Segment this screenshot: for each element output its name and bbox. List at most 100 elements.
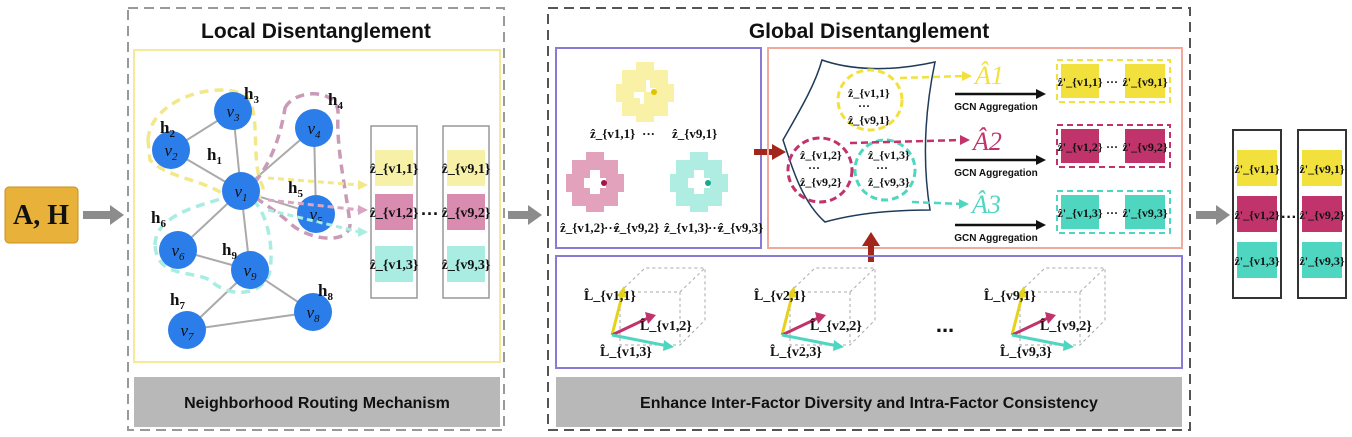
local-panel — [127, 7, 505, 431]
gcn-label-1: GCN Aggregation — [954, 102, 1038, 113]
graph-region — [133, 49, 501, 363]
final-dots: ··· — [1281, 209, 1297, 226]
out1-dots: ··· — [1106, 75, 1118, 89]
adjacency-links — [849, 74, 966, 206]
routing-arrows — [267, 176, 361, 234]
final-vectors-left — [1232, 129, 1282, 299]
final-l3: ẑ'_{v1,3} — [1234, 254, 1279, 268]
laplacian-dots: ... — [936, 312, 954, 337]
lap3-l1: L̂_{v9,1} — [984, 287, 1037, 304]
adjacency-1: Â1 — [973, 61, 1004, 90]
lap1-l1: L̂_{v1,1} — [584, 287, 637, 304]
node-v6: v6 — [159, 231, 197, 269]
cluster1-b: ẑ_{v9,1} — [672, 126, 717, 141]
out2-a: ẑ'_{v1,2} — [1057, 140, 1102, 154]
graph-edges — [170, 110, 317, 331]
global-footer: Enhance Inter-Factor Diversity and Intra… — [640, 395, 1098, 412]
node-v4: v4 — [295, 109, 333, 147]
local-vec-r1: ẑ_{v9,1} — [442, 162, 491, 177]
manifold1-b: ẑ_{v9,1} — [848, 113, 890, 127]
local-title: Local Disentanglement — [201, 20, 431, 43]
manifold3-b: ẑ_{v9,3} — [868, 175, 910, 189]
local-vec-r3: ẑ_{v9,3} — [442, 258, 491, 273]
laplacian-cubes — [619, 267, 1106, 346]
svg-text:h4: h4 — [328, 90, 343, 112]
manifold2-dots: ··· — [808, 161, 820, 175]
manifold3-dots: ··· — [876, 161, 888, 175]
out2-dots: ··· — [1106, 140, 1118, 154]
final-r2: ẑ'_{v9,2} — [1299, 208, 1344, 222]
node-v8: v8 — [294, 293, 332, 331]
manifold1-a: ẑ_{v1,1} — [848, 86, 890, 100]
out3-a: ẑ'_{v1,3} — [1057, 206, 1102, 220]
final-r1: ẑ'_{v9,1} — [1299, 162, 1344, 176]
manifold1-dots: ··· — [858, 99, 870, 113]
local-vectors-right — [442, 125, 490, 299]
manifold-surface — [782, 59, 936, 223]
cluster2-b: ẑ_{v9,2} — [614, 220, 659, 235]
manifold2-a: ẑ_{v1,2} — [800, 148, 842, 162]
cluster-yellow — [616, 62, 674, 122]
manifold-box — [767, 47, 1183, 249]
cluster2-a: ẑ_{v1,2} — [560, 220, 605, 235]
svg-text:h8: h8 — [318, 281, 333, 303]
cluster-box — [555, 47, 762, 249]
node-v5: v5 — [297, 195, 335, 233]
svg-text:h3: h3 — [244, 84, 259, 106]
cluster3-a: ẑ_{v1,3} — [664, 220, 709, 235]
local-dots: ··· — [421, 204, 439, 224]
node-v9: v9 — [231, 251, 269, 289]
global-footer-box — [556, 377, 1182, 427]
graph-nodes: v3 v2 v4 v1 v5 v6 v9 v7 v8 — [152, 92, 335, 349]
out2-b: ẑ'_{v9,2} — [1122, 140, 1167, 154]
global-title: Global Disentanglement — [749, 20, 989, 43]
out1-a: ẑ'_{v1,1} — [1057, 75, 1102, 89]
cluster-cyan — [670, 152, 728, 212]
manifold-groups — [786, 68, 917, 204]
local-vec-l2: ẑ_{v1,2} — [370, 206, 419, 221]
out1-b: ẑ'_{v9,1} — [1122, 75, 1167, 89]
local-vec-l3: ẑ_{v1,3} — [370, 258, 419, 273]
output-rows — [1056, 59, 1171, 234]
manifold3-a: ẑ_{v1,3} — [868, 148, 910, 162]
local-footer-box — [134, 377, 500, 427]
out3-dots: ··· — [1106, 206, 1118, 220]
local-vec-l1: ẑ_{v1,1} — [370, 162, 419, 177]
local-footer: Neighborhood Routing Mechanism — [184, 395, 450, 412]
manifold2-b: ẑ_{v9,2} — [800, 175, 842, 189]
lap3-l3: L̂_{v9,3} — [1000, 343, 1053, 360]
cluster3-dots: ··· — [708, 220, 721, 235]
lap3-l2: L̂_{v9,2} — [1040, 317, 1093, 334]
svg-text:h2: h2 — [160, 118, 175, 140]
final-l1: ẑ'_{v1,1} — [1234, 162, 1279, 176]
input-box — [4, 186, 79, 244]
lap2-l1: L̂_{v2,1} — [754, 287, 807, 304]
node-v3: v3 — [214, 92, 252, 130]
lap1-l3: L̂_{v1,3} — [600, 343, 653, 360]
cluster1-a: ẑ_{v1,1} — [590, 126, 635, 141]
svg-text:h7: h7 — [170, 290, 185, 312]
lap2-l3: L̂_{v2,3} — [770, 343, 823, 360]
cluster3-b: ẑ_{v9,3} — [718, 220, 763, 235]
final-l2: ẑ'_{v1,2} — [1234, 208, 1279, 222]
adjacency-3: Â3 — [970, 190, 1001, 219]
lap2-l2: L̂_{v2,2} — [810, 317, 863, 334]
node-v7: v7 — [168, 311, 206, 349]
laplacian-arrows — [610, 295, 1069, 348]
final-vectors-right — [1297, 129, 1347, 299]
local-vectors-left — [370, 125, 418, 299]
node-v1: v1 — [222, 172, 260, 210]
routing-outlines — [146, 88, 352, 295]
gcn-arrows — [955, 92, 1040, 227]
cluster1-dots: ··· — [642, 126, 655, 141]
svg-text:h1: h1 — [207, 145, 222, 167]
cluster-magenta — [566, 152, 624, 212]
global-panel — [547, 7, 1191, 431]
adjacency-2: Â2 — [971, 127, 1002, 156]
svg-text:h6: h6 — [151, 208, 166, 230]
input-label: A, H — [13, 200, 69, 231]
gcn-label-3: GCN Aggregation — [954, 233, 1038, 244]
laplacian-box — [555, 255, 1183, 369]
final-r3: ẑ'_{v9,3} — [1299, 254, 1344, 268]
